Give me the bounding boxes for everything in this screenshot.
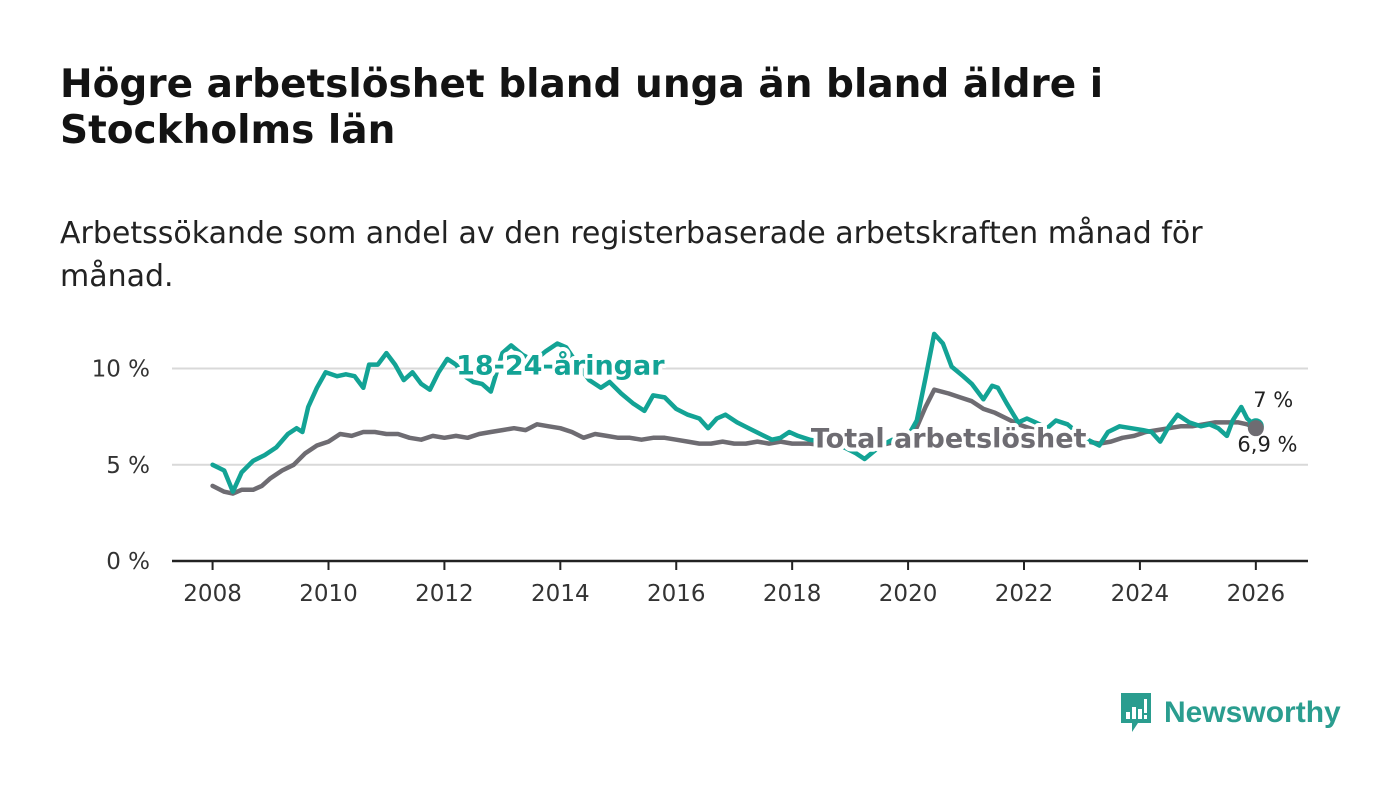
x-axis-ticks: 2008 2010 2012 2014 2016 2018 2020 2022 2024 2026: [183, 561, 1285, 607]
y-tick-label: 0 %: [106, 549, 150, 575]
end-value-total: 6,9 %: [1237, 432, 1297, 456]
x-tick-label: 2022: [995, 581, 1054, 607]
grid-lines: [172, 367, 1308, 466]
x-tick-label: 2014: [531, 581, 590, 607]
x-tick-label: 2018: [763, 581, 822, 607]
bar-chart-bubble-icon: [1121, 693, 1151, 732]
newsworthy-logo: Newsworthy: [1118, 690, 1341, 736]
y-axis-ticks: 0 % 5 % 10 %: [92, 357, 150, 576]
x-tick-label: 2016: [647, 581, 706, 607]
x-tick-label: 2020: [879, 581, 938, 607]
series-label-total: Total arbetslöshet: [811, 423, 1087, 454]
series-labels: 18-24-åringar Total arbetslöshet 7 % 6,9 %: [452, 345, 1297, 458]
y-tick-label: 10 %: [92, 357, 150, 383]
x-tick-label: 2010: [299, 581, 358, 607]
x-tick-label: 2012: [415, 581, 474, 607]
x-tick-label: 2026: [1227, 581, 1286, 607]
end-value-youth: 7 %: [1253, 388, 1293, 412]
end-marker-total: [1247, 420, 1264, 437]
x-tick-label: 2024: [1111, 581, 1170, 607]
x-tick-label: 2008: [183, 581, 242, 607]
series-line-youth: [210, 331, 1259, 494]
series-label-youth: 18-24-åringar: [456, 349, 665, 381]
chart-subtitle: Arbetssökande som andel av den registerb…: [60, 216, 1203, 294]
y-tick-label: 5 %: [106, 453, 150, 479]
chart-title: Högre arbetslöshet bland unga än bland ä…: [60, 62, 1104, 153]
brand-name: Newsworthy: [1164, 696, 1341, 729]
series-lines: [210, 331, 1264, 496]
